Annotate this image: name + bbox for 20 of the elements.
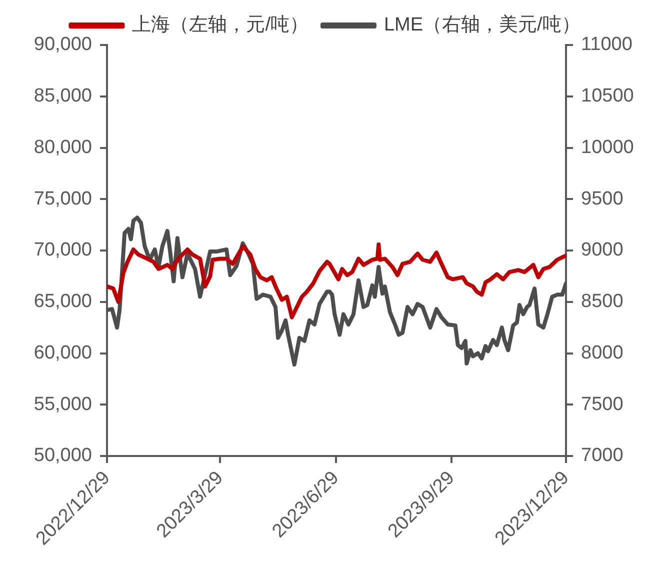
y-tick-label: 75,000: [34, 188, 92, 210]
y2-tick-label: 9500: [581, 188, 624, 210]
y-tick-label: 65,000: [34, 291, 92, 312]
y-tick-label: 80,000: [34, 136, 92, 158]
y2-tick-label: 11000: [581, 34, 632, 56]
legend-label: 上海（左轴，元/吨）: [132, 14, 308, 36]
y-tick-label: 50,000: [34, 445, 92, 466]
y2-tick-label: 7500: [581, 394, 624, 415]
y-tick-label: 60,000: [34, 342, 92, 364]
y2-tick-label: 7000: [581, 445, 624, 466]
y-tick-label: 90,000: [34, 34, 92, 56]
y-tick-label: 85,000: [34, 86, 92, 107]
y2-tick-label: 10000: [581, 136, 634, 158]
y2-tick-label: 9000: [581, 240, 624, 261]
y2-tick-label: 8000: [581, 342, 624, 364]
y2-tick-label: 8500: [581, 291, 624, 312]
y-tick-label: 55,000: [34, 394, 92, 415]
y2-tick-label: 10500: [581, 86, 634, 107]
y-tick-label: 70,000: [34, 240, 92, 261]
legend-label: LME（右轴，美元/吨）: [384, 14, 580, 36]
